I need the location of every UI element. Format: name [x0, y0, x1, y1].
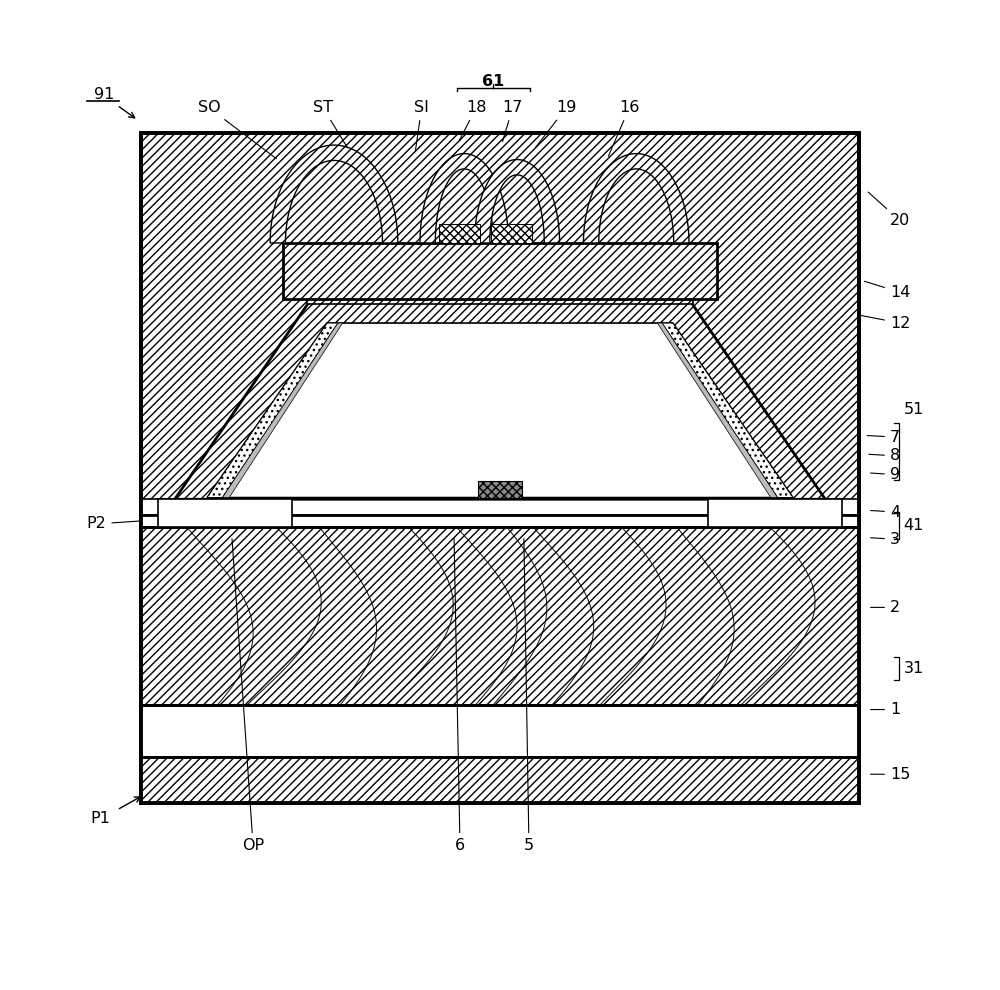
Polygon shape — [662, 323, 793, 498]
Text: ST: ST — [313, 100, 354, 158]
Text: 61: 61 — [482, 73, 504, 89]
Text: 14: 14 — [864, 281, 910, 300]
Bar — [141, 516, 859, 528]
Text: 16: 16 — [608, 100, 640, 156]
Bar — [307, 284, 693, 304]
Text: 4: 4 — [871, 505, 900, 520]
Polygon shape — [141, 133, 859, 803]
Text: 8: 8 — [869, 448, 900, 463]
Text: P1: P1 — [90, 811, 110, 826]
Bar — [478, 480, 522, 498]
Text: 1: 1 — [871, 702, 900, 717]
Polygon shape — [207, 323, 338, 498]
Bar — [439, 225, 480, 243]
Bar — [141, 133, 859, 803]
Text: 17: 17 — [503, 100, 523, 142]
Bar — [491, 225, 532, 243]
Polygon shape — [583, 153, 689, 243]
Bar — [141, 705, 859, 757]
Text: 18: 18 — [459, 100, 486, 142]
Polygon shape — [207, 323, 793, 498]
Polygon shape — [420, 153, 509, 243]
Text: 2: 2 — [871, 600, 900, 615]
Text: 41: 41 — [904, 518, 924, 534]
Text: 9: 9 — [871, 467, 900, 482]
Bar — [158, 499, 292, 528]
Text: P2: P2 — [87, 517, 144, 532]
Text: SO: SO — [198, 100, 276, 158]
Polygon shape — [474, 159, 560, 243]
Bar — [141, 499, 859, 516]
Polygon shape — [175, 299, 825, 499]
Bar — [141, 528, 859, 705]
Bar — [283, 243, 717, 299]
Bar — [708, 499, 842, 528]
Polygon shape — [657, 323, 778, 498]
Text: 3: 3 — [871, 532, 900, 546]
Text: 91: 91 — [94, 87, 114, 102]
Text: 12: 12 — [859, 315, 910, 331]
Bar — [141, 757, 859, 803]
Text: SI: SI — [414, 100, 429, 151]
Text: 20: 20 — [868, 192, 910, 229]
Text: 19: 19 — [536, 100, 577, 148]
Text: 7: 7 — [867, 430, 900, 445]
Polygon shape — [222, 323, 343, 498]
Text: 31: 31 — [904, 661, 924, 676]
Polygon shape — [270, 146, 398, 243]
Text: 5: 5 — [524, 539, 534, 853]
Text: 15: 15 — [871, 767, 910, 782]
Text: 6: 6 — [454, 539, 465, 853]
Text: OP: OP — [232, 539, 264, 853]
Text: 51: 51 — [904, 402, 924, 417]
